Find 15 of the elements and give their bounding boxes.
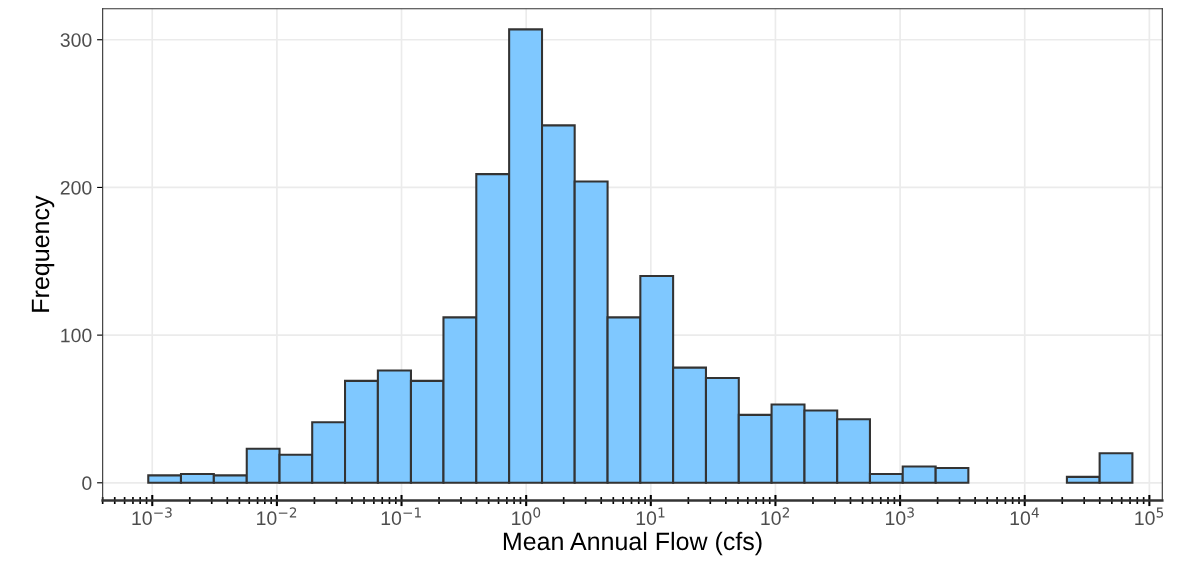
x-tick-label: 10$^{−1}$ (381, 507, 421, 526)
x-tick-label: 10$^{1}$ (636, 507, 665, 526)
x-tick-label: 10$^{4}$ (1010, 507, 1039, 526)
x-tick-label: 10$^{3}$ (886, 507, 914, 526)
x-tick-label: 10$^{5}$ (1135, 507, 1164, 526)
x-axis-title: Mean Annual Flow (cfs) (503, 531, 762, 556)
y-tick-label: 300 (60, 33, 92, 47)
x-tick-label: 10$^{−2}$ (257, 507, 297, 526)
y-tick-label: 100 (61, 328, 92, 343)
x-tick-label: 10$^{0}$ (512, 507, 541, 526)
y-tick-label: 0 (82, 476, 92, 491)
x-tick-label: 10$^{2}$ (761, 507, 789, 526)
x-tick-label: 10$^{−3}$ (132, 507, 172, 526)
y-axis-title: Frequency (31, 195, 55, 312)
y-tick-label: 200 (60, 180, 92, 195)
